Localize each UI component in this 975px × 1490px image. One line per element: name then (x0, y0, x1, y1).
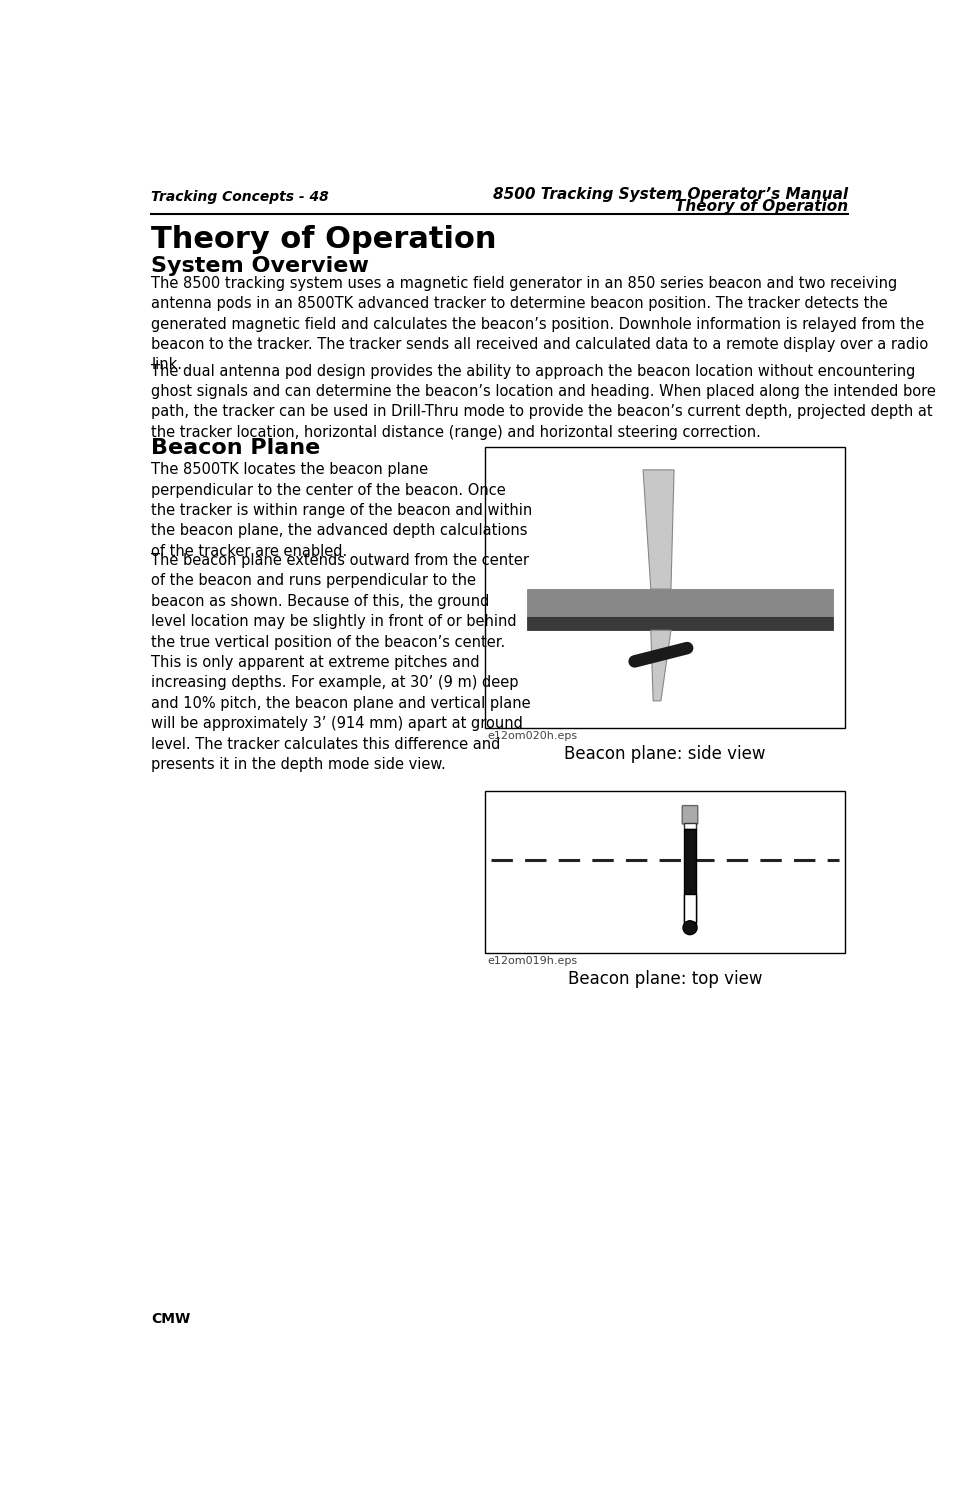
Text: Beacon plane: top view: Beacon plane: top view (567, 970, 762, 988)
Text: 8500 Tracking System Operator’s Manual: 8500 Tracking System Operator’s Manual (493, 186, 848, 201)
Text: The beacon plane extends outward from the center
of the beacon and runs perpendi: The beacon plane extends outward from th… (151, 553, 531, 772)
Bar (683, 830, 696, 930)
Text: Beacon Plane: Beacon Plane (151, 438, 321, 457)
Polygon shape (644, 469, 674, 589)
FancyBboxPatch shape (682, 806, 698, 824)
Bar (485, 791, 845, 952)
Text: e12om019h.eps: e12om019h.eps (488, 955, 578, 966)
Text: Theory of Operation: Theory of Operation (675, 198, 848, 215)
Text: The dual antenna pod design provides the ability to approach the beacon location: The dual antenna pod design provides the… (151, 364, 936, 440)
Polygon shape (651, 630, 671, 700)
Text: Beacon plane: side view: Beacon plane: side view (564, 745, 765, 763)
Circle shape (683, 921, 697, 934)
Text: e12om020h.eps: e12om020h.eps (488, 732, 578, 741)
Bar (683, 824, 696, 830)
Text: CMW: CMW (151, 1313, 190, 1326)
Bar (683, 894, 696, 921)
Polygon shape (527, 589, 834, 617)
Text: The 8500 tracking system uses a magnetic field generator in an 850 series beacon: The 8500 tracking system uses a magnetic… (151, 276, 928, 372)
Polygon shape (527, 617, 834, 630)
Text: The 8500TK locates the beacon plane
perpendicular to the center of the beacon. O: The 8500TK locates the beacon plane perp… (151, 462, 532, 559)
Text: Theory of Operation: Theory of Operation (151, 225, 497, 253)
Text: System Overview: System Overview (151, 256, 370, 276)
Text: Tracking Concepts - 48: Tracking Concepts - 48 (151, 191, 330, 204)
Bar (485, 447, 845, 727)
